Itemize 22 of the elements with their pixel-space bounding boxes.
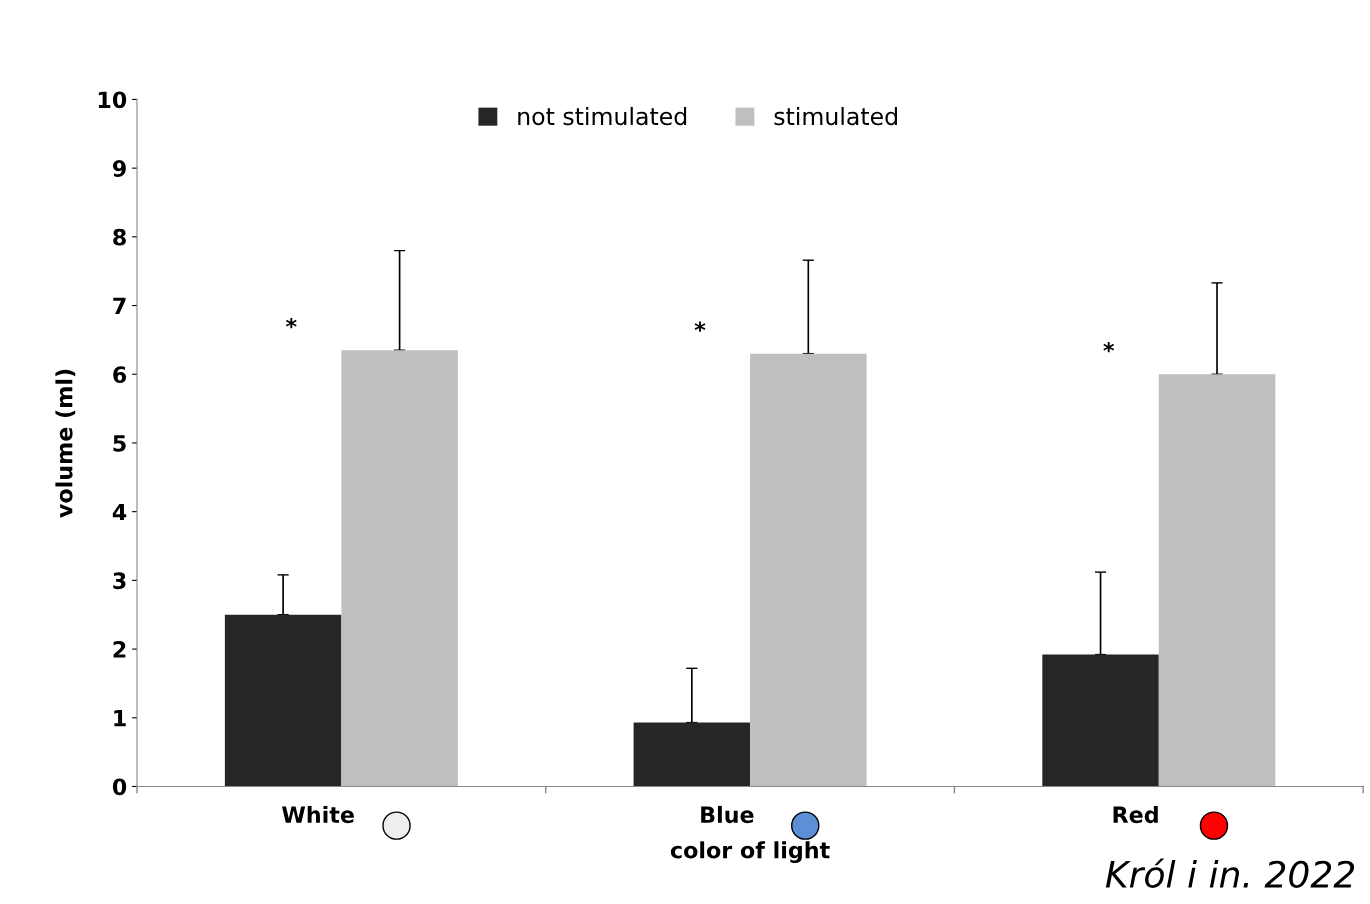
x-axis-title: color of light [670,841,830,863]
y-tick-label: 2 [113,641,126,658]
y-tick-label: 10 [98,91,127,109]
y-axis-title: volume (ml) [55,369,76,518]
text: Król i in. 2022 [1105,858,1355,888]
y-tick-label: 9 [112,160,126,177]
y-tick-label: 4 [112,503,127,521]
x-tick-label: Red [1113,805,1158,824]
annotation: * [1103,342,1115,353]
y-tick-label: 3 [113,572,126,590]
annotation: * [285,317,297,329]
y-tick-label: 5 [113,435,126,452]
y-tick-label: 7 [113,297,126,314]
x-tick-label: Blue [701,805,754,824]
y-tick-label: 8 [113,228,126,246]
legend-label: stimulated [774,106,897,126]
y-tick-label: 6 [113,366,127,384]
y-tick-label: 1 [114,710,126,727]
x-tick-label: White [281,805,354,824]
y-tick-label: 0 [112,778,127,796]
legend-label: not stimulated [518,106,687,126]
annotation: * [694,321,706,332]
